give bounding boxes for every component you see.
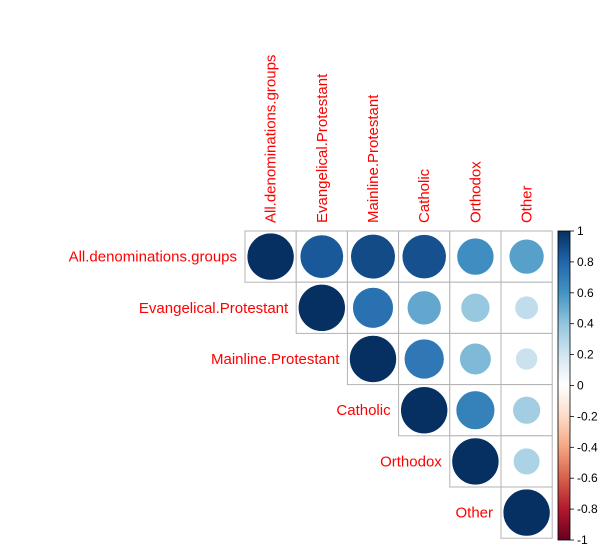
column-label-2: Mainline.Protestant: [365, 94, 382, 223]
colorbar-ticks: 1 0.8 0.6 0.4 0.2 0 -0.2 -0.4 -0.6 -0.8 -1: [570, 224, 598, 547]
correlation-circle-1-3: [406, 290, 442, 326]
correlation-circle-2-3: [403, 338, 445, 380]
correlation-circle-2-2: [349, 335, 397, 383]
correlation-circle-0-4: [456, 237, 495, 276]
colorbar-tick-label-4: 0.2: [577, 348, 594, 362]
correlation-circle-1-2: [352, 287, 394, 329]
correlation-circle-2-4: [459, 342, 492, 376]
colorbar-tick-label-3: 0.4: [577, 317, 594, 331]
correlation-grid: [244, 230, 553, 539]
row-labels: All.denominations.groups Evangelical.Prot…: [69, 249, 493, 522]
column-label-4: Orthodox: [467, 161, 484, 223]
correlation-circle-0-0: [246, 232, 295, 281]
correlation-circle-3-3: [400, 386, 449, 435]
correlation-circle-5-5: [502, 488, 551, 537]
correlation-circle-1-5: [514, 295, 539, 320]
row-label-1: Evangelical.Protestant: [139, 300, 289, 317]
correlation-circle-1-1: [297, 283, 346, 332]
row-label-4: Orthodox: [380, 453, 442, 470]
colorbar-tick-label-10: -1: [577, 533, 588, 547]
correlation-circle-4-5: [513, 447, 541, 475]
colorbar-tick-label-6: -0.2: [577, 409, 598, 423]
column-label-5: Other: [519, 185, 536, 223]
column-label-3: Catholic: [416, 168, 433, 223]
column-label-1: Evangelical.Protestant: [314, 73, 331, 223]
correlation-circle-3-4: [455, 390, 496, 430]
correlation-circle-1-4: [460, 293, 491, 323]
colorbar-tick-label-1: 0.8: [577, 255, 594, 269]
colorbar-tick-label-8: -0.6: [577, 471, 598, 485]
correlation-circle-2-5: [515, 347, 538, 371]
colorbar-tick-label-7: -0.4: [577, 440, 598, 454]
colorbar: 1 0.8 0.6 0.4 0.2 0 -0.2 -0.4 -0.6 -0.8 -1: [557, 224, 598, 547]
colorbar-tick-label-5: 0: [577, 379, 584, 393]
correlation-circle-0-2: [350, 234, 396, 280]
correlation-circle-0-1: [299, 234, 344, 279]
row-label-5: Other: [455, 505, 493, 522]
colorbar-tick-label-0: 1: [577, 224, 584, 238]
correlation-circle-0-5: [508, 238, 545, 275]
column-labels: All.denominations.groups Evangelical.Prot…: [263, 55, 536, 223]
colorbar-tick-label-9: -0.8: [577, 502, 598, 516]
grid-cell-2-4: [449, 332, 502, 386]
correlation-circle-4-4: [451, 437, 500, 486]
row-label-2: Mainline.Protestant: [211, 351, 340, 368]
row-label-0: All.denominations.groups: [69, 249, 237, 266]
correlation-circle-3-5: [512, 396, 541, 425]
colorbar-tick-label-2: 0.6: [577, 286, 594, 300]
column-label-0: All.denominations.groups: [263, 55, 280, 223]
colorbar-gradient: [557, 230, 571, 541]
row-label-3: Catholic: [336, 402, 391, 419]
correlation-circles: [246, 232, 551, 537]
correlation-circle-0-3: [401, 234, 447, 279]
